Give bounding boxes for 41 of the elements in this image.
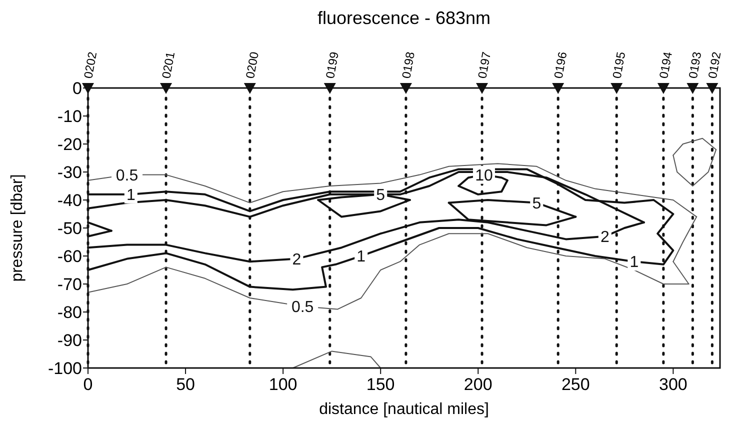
y-tick-label: -50 xyxy=(57,218,82,238)
y-tick-label: 0 xyxy=(72,78,82,98)
annotation: 0196 xyxy=(551,50,570,80)
annotation: 1 xyxy=(356,248,366,266)
annotation: 5 xyxy=(376,187,386,204)
y-tick-label: -10 xyxy=(57,106,82,126)
x-tick-label: 100 xyxy=(268,375,298,394)
y-axis-title: pressure [dbar] xyxy=(9,174,26,282)
annotation: 2 xyxy=(292,251,302,268)
annotation: 10 xyxy=(475,167,493,184)
y-tick-label: -30 xyxy=(57,162,82,182)
x-tick-label: 150 xyxy=(366,375,395,394)
annotation: 0.5 xyxy=(116,167,138,184)
x-tick-label: 250 xyxy=(561,375,590,394)
annotation: 0192 xyxy=(705,50,724,80)
y-tick-label: -70 xyxy=(57,274,82,294)
annotation: 0200 xyxy=(243,50,262,80)
annotation: 0.5 xyxy=(291,299,314,316)
annotation: 0201 xyxy=(159,50,178,80)
annotation: 0194 xyxy=(656,50,676,80)
annotation: 1 xyxy=(630,254,639,272)
x-axis-title: distance [nautical miles] xyxy=(319,401,489,418)
annotation: 0193 xyxy=(686,50,704,80)
x-tick-label: 300 xyxy=(659,375,688,394)
x-tick-label: 200 xyxy=(464,375,492,394)
annotation: 0202 xyxy=(81,50,100,80)
chart-title: fluorescence - 683nm xyxy=(317,8,491,28)
y-tick-label: -40 xyxy=(57,190,82,210)
annotation: 0197 xyxy=(475,50,494,80)
y-tick-label: -20 xyxy=(57,134,82,154)
y-tick-label: -90 xyxy=(57,330,82,350)
y-tick-label: -60 xyxy=(57,246,82,266)
annotation: 0195 xyxy=(610,50,628,80)
annotation: 0199 xyxy=(323,50,342,80)
annotation: 2 xyxy=(600,229,610,246)
annotation: 1 xyxy=(126,187,136,204)
y-tick-label: -80 xyxy=(57,302,82,322)
annotation: 0198 xyxy=(399,50,418,80)
x-tick-label: 50 xyxy=(176,375,195,394)
annotation: 5 xyxy=(532,195,542,212)
y-tick-label: -100 xyxy=(48,358,82,378)
